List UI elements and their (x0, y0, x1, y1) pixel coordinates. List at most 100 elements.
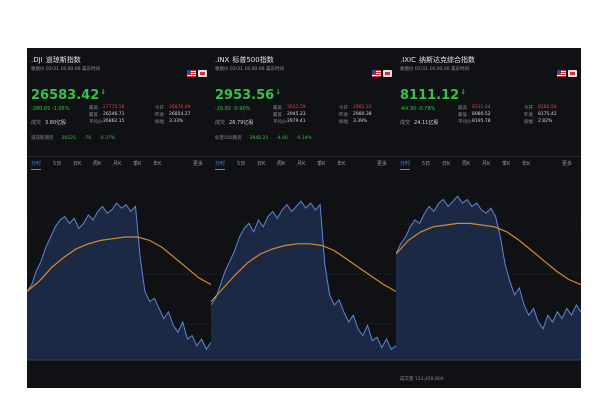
average-price-line (27, 236, 211, 292)
tab-6[interactable]: 年K (153, 161, 162, 167)
stat-label: 振幅 (155, 120, 164, 125)
volume: 成交 26.79亿股 (215, 119, 253, 126)
price-line (211, 200, 396, 350)
stat-label: 昨收 (339, 113, 348, 118)
quote-panel-inx: .INX 标普500指数收盘价 05/31 16:00:00 美东时间 2953.5… (211, 48, 396, 388)
price-line (396, 195, 581, 330)
close-timestamp: 收盘价 05/31 16:00:00 美东时间 (31, 67, 100, 72)
stat-label: 平均价 (273, 120, 287, 125)
last-price: 26583.42↓ (31, 88, 106, 103)
tab-6[interactable]: 年K (337, 161, 346, 167)
stat-label: 最高 (458, 106, 467, 111)
price-change: -64.30 -0.78% (400, 106, 436, 112)
stat-value: 3.39% (353, 119, 368, 124)
stat-value: 8080.52 (472, 112, 491, 117)
stat-label: 昨收 (155, 113, 164, 118)
volume: 成交 24.11亿股 (400, 119, 438, 126)
tab-1[interactable]: 5日 (53, 161, 62, 167)
down-arrow-icon: ↓ (460, 88, 467, 96)
volume-value: 24.11亿股 (414, 120, 439, 126)
tab-5[interactable]: 季K (133, 161, 142, 167)
stat-label: 最低 (458, 113, 467, 118)
stat-label: 振幅 (339, 120, 348, 125)
stat-label: 今开 (339, 106, 348, 111)
tab-3[interactable]: 周K (462, 161, 471, 167)
volume: 成交 3.80亿股 (31, 119, 66, 126)
period-tabs: 分时 5日 日K 周K 月K 季K 年K 更多 (27, 160, 211, 172)
divider (211, 156, 396, 157)
period-tabs: 分时 5日 日K 周K 月K 季K 年K 更多 (396, 160, 581, 172)
index-title: .INX 标普500指数 (215, 55, 274, 65)
index-code: .DJI (31, 56, 43, 64)
volume-label: 成交 (215, 120, 226, 126)
price-area (396, 196, 581, 360)
tab-7[interactable]: 更多 (562, 161, 573, 167)
stat-label: 今开 (524, 106, 533, 111)
tab-5[interactable]: 季K (502, 161, 511, 167)
volume-label: 成交 (31, 120, 42, 126)
last-price: 2953.56↓ (215, 88, 281, 103)
price-line (27, 202, 211, 351)
tab-0[interactable]: 分时 (400, 161, 411, 170)
volume-label: 成交 (400, 120, 411, 126)
futures-quote: 道琼斯期货 26525 -76 -0.37% (31, 135, 123, 141)
tab-3[interactable]: 周K (93, 161, 102, 167)
tab-1[interactable]: 5日 (237, 161, 246, 167)
quote-panel-ixic: .IXIC 纳斯达克综合指数收盘价 05/31 16:00:00 美东时间 8111… (396, 48, 581, 388)
futures-field: -0.14% (295, 136, 312, 141)
tab-3[interactable]: 周K (277, 161, 286, 167)
index-name: 纳斯达克综合指数 (419, 56, 476, 64)
price-area (211, 201, 396, 360)
futures-quote: 标普500期货 2948.25 -4.00 -0.14% (215, 135, 320, 141)
stat-value: 8180.50 (538, 105, 557, 110)
stat-value: 26854.27 (169, 112, 191, 117)
tab-4[interactable]: 月K (113, 161, 122, 167)
stat-value: 2980.38 (353, 112, 372, 117)
index-name: 标普500指数 (232, 56, 274, 64)
tab-2[interactable]: 日K (73, 161, 82, 167)
index-title: .IXIC 纳斯达克综合指数 (400, 55, 475, 65)
index-code: .INX (215, 56, 230, 64)
us-flag-icon (557, 70, 566, 77)
stat-value: 26546.71 (103, 112, 125, 117)
quote-panel-dji: .DJI 道琼斯指数收盘价 05/31 16:00:00 美东时间 26583.42… (27, 48, 211, 388)
tab-5[interactable]: 季K (317, 161, 326, 167)
last-price-value: 2953.56 (215, 88, 275, 103)
last-price-value: 26583.42 (31, 88, 100, 103)
tab-2[interactable]: 日K (257, 161, 266, 167)
last-price-value: 8111.12 (400, 88, 460, 103)
tab-0[interactable]: 分时 (31, 161, 42, 170)
price-change: -280.85 -1.05% (31, 106, 70, 112)
tab-0[interactable]: 分时 (215, 161, 226, 170)
close-timestamp: 收盘价 05/31 16:00:00 美东时间 (215, 67, 284, 72)
tab-6[interactable]: 年K (522, 161, 531, 167)
divider (27, 156, 211, 157)
tab-4[interactable]: 月K (482, 161, 491, 167)
tab-4[interactable]: 月K (297, 161, 306, 167)
price-change: -26.82 -0.90% (215, 106, 251, 112)
tab-1[interactable]: 5日 (422, 161, 431, 167)
stat-label: 昨收 (524, 113, 533, 118)
tab-7[interactable]: 更多 (377, 161, 388, 167)
stat-value: 8195.78 (472, 119, 491, 124)
index-name: 道琼斯指数 (45, 56, 81, 64)
us-flag-icon (187, 70, 196, 77)
market-flag-icon (198, 70, 207, 77)
last-price: 8111.12↓ (400, 88, 466, 103)
tab-2[interactable]: 日K (442, 161, 451, 167)
close-timestamp: 收盘价 05/31 16:00:00 美东时间 (400, 67, 469, 72)
divider (396, 156, 581, 157)
intraday-chart (396, 195, 581, 361)
stat-label: 最低 (273, 113, 282, 118)
stat-value: 2945.23 (287, 112, 306, 117)
down-arrow-icon: ↓ (275, 88, 282, 96)
futures-field: 2948.25 (249, 136, 269, 141)
stat-value: 8175.42 (538, 112, 557, 117)
stat-value: 2979.41 (287, 119, 306, 124)
us-flag-icon (372, 70, 381, 77)
futures-field: 标普500期货 (215, 136, 242, 141)
futures-field: -76 (83, 136, 92, 141)
tab-7[interactable]: 更多 (193, 161, 204, 167)
volume-value: 3.80亿股 (45, 120, 67, 126)
price-area (27, 203, 211, 360)
